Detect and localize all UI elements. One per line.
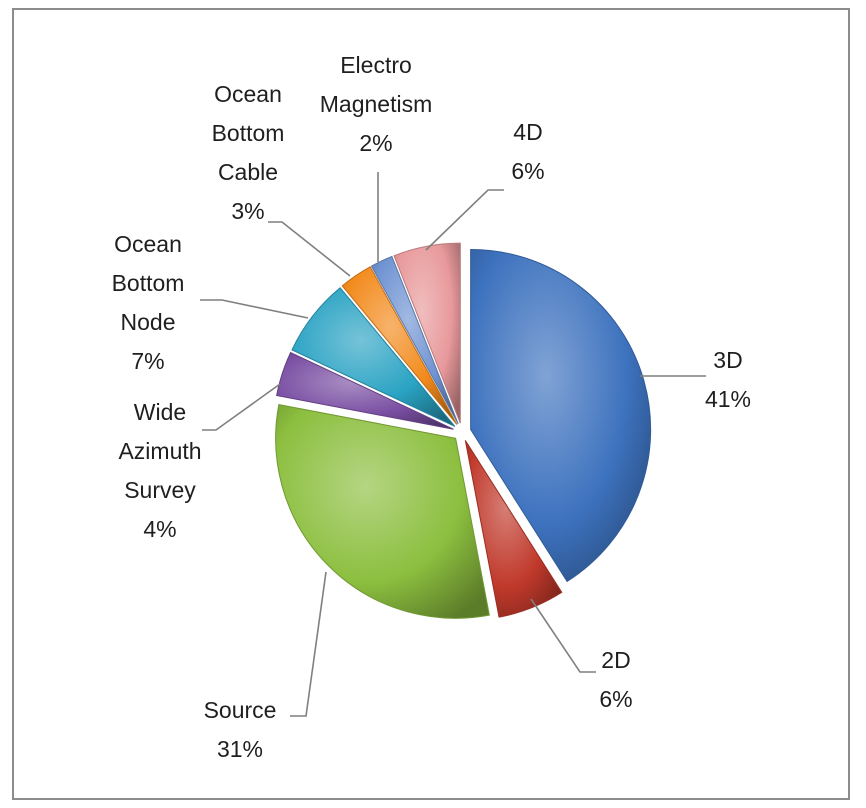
percent-label: 41%	[705, 386, 751, 412]
category-label: Source	[204, 697, 277, 723]
data-label-4d: 4D 6%	[511, 119, 544, 184]
percent-label: 6%	[599, 686, 632, 712]
slice-electro-magnetism	[370, 255, 459, 425]
percent-label: 7%	[131, 348, 164, 374]
slice-wide-azimuth-survey	[276, 351, 454, 430]
data-label-wide-azimuth-survey: Wide Azimuth Survey 4%	[118, 399, 201, 542]
slice-3d	[470, 248, 652, 583]
leader-line-wide-azimuth-survey	[202, 383, 281, 431]
category-label: 2D	[601, 647, 630, 673]
percent-label: 3%	[231, 198, 264, 224]
slice-source	[275, 404, 490, 619]
category-label: Bottom	[112, 270, 185, 296]
category-label: Ocean	[114, 231, 182, 257]
category-label: Cable	[218, 159, 278, 185]
slice-ocean-bottom-cable	[341, 266, 458, 425]
data-label-source: Source 31%	[204, 697, 277, 762]
category-label: Magnetism	[320, 91, 432, 117]
percent-label: 31%	[217, 736, 263, 762]
data-label-2d: 2D 6%	[599, 647, 632, 712]
category-label: Node	[121, 309, 176, 335]
category-label: Bottom	[212, 120, 285, 146]
slice-2d	[464, 440, 563, 618]
category-label: Survey	[124, 477, 196, 503]
category-label: 4D	[513, 119, 542, 145]
percent-label: 6%	[511, 158, 544, 184]
percent-label: 2%	[359, 130, 392, 156]
leader-line-ocean-bottom-cable	[268, 221, 351, 277]
leader-line-4d	[425, 189, 504, 251]
slice-ocean-bottom-node	[291, 287, 456, 427]
percent-label: 4%	[143, 516, 176, 542]
category-label: Wide	[134, 399, 186, 425]
category-label: Ocean	[214, 81, 282, 107]
category-label: Azimuth	[118, 438, 201, 464]
data-label-ocean-bottom-cable: Ocean Bottom Cable 3%	[212, 81, 285, 224]
slice-4d	[393, 242, 461, 424]
category-label: 3D	[713, 347, 742, 373]
data-label-3d: 3D 41%	[705, 347, 751, 412]
leader-line-source	[290, 571, 327, 717]
category-label: Electro	[340, 52, 412, 78]
leader-line-2d	[530, 598, 596, 673]
data-label-ocean-bottom-node: Ocean Bottom Node 7%	[112, 231, 185, 374]
leader-line-ocean-bottom-node	[200, 299, 309, 319]
data-label-electro-magnetism: Electro Magnetism 2%	[320, 52, 432, 156]
